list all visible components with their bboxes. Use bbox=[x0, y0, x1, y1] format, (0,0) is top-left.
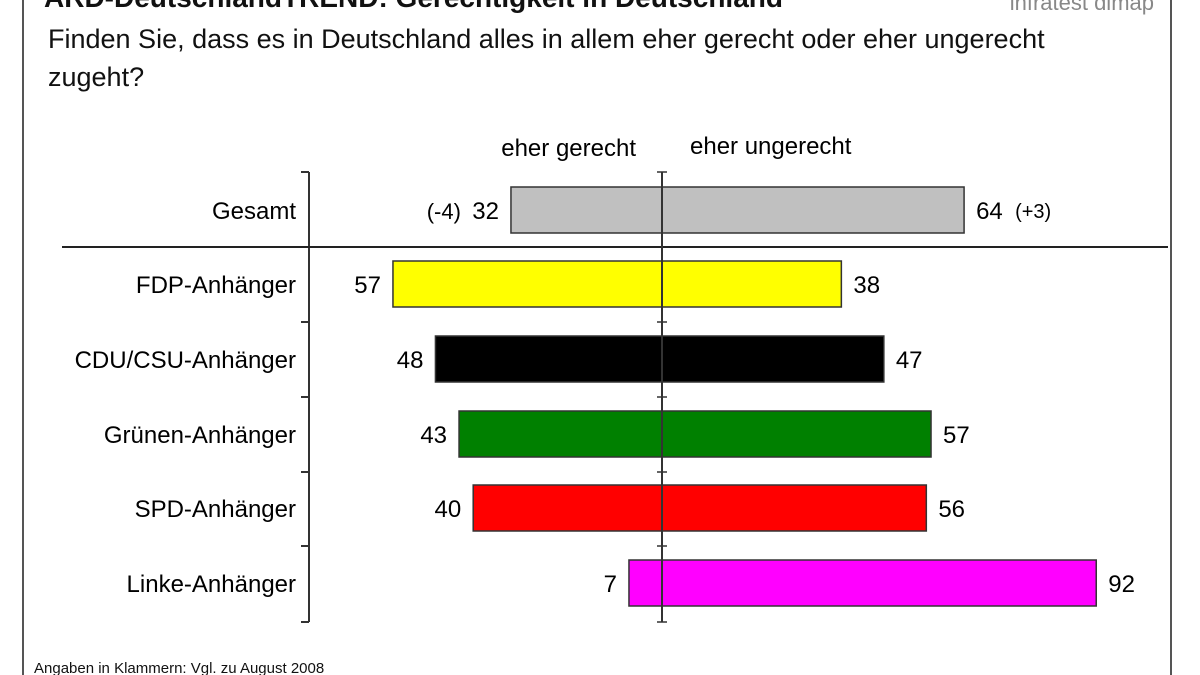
category-label: Linke-Anhänger bbox=[127, 571, 296, 598]
data-label-eher-ungerecht: 57 bbox=[943, 422, 970, 449]
survey-question: Finden Sie, dass es in Deutschland alles… bbox=[48, 24, 1045, 92]
change-label-eher-ungerecht: (+3) bbox=[1015, 201, 1051, 223]
chart-title: ARD-DeutschlandTREND: Gerechtigkeit in D… bbox=[44, 0, 783, 14]
data-label-eher-ungerecht: 64 bbox=[976, 198, 1003, 225]
footnote: Angaben in Klammern: Vgl. zu August 2008 bbox=[34, 660, 325, 675]
data-label-eher-ungerecht: 56 bbox=[938, 496, 965, 523]
bar-spd-anhänger bbox=[472, 484, 928, 532]
category-label: CDU/CSU-Anhänger bbox=[75, 347, 296, 374]
source-label: infratest dimap bbox=[1009, 0, 1154, 15]
data-label-eher-ungerecht: 47 bbox=[896, 347, 923, 374]
bar-fdp-anhänger bbox=[392, 260, 843, 308]
data-label-eher-gerecht: 7 bbox=[604, 571, 617, 598]
data-label-eher-gerecht: 40 bbox=[434, 496, 461, 523]
category-label: Grünen-Anhänger bbox=[104, 422, 296, 449]
chart-frame bbox=[22, 0, 1172, 675]
category-label: FDP-Anhänger bbox=[136, 272, 296, 299]
data-label-eher-gerecht: 48 bbox=[397, 347, 424, 374]
category-label: SPD-Anhänger bbox=[135, 496, 296, 523]
data-label-eher-ungerecht: 38 bbox=[853, 272, 880, 299]
bar-cdu-csu-anhänger bbox=[434, 335, 885, 383]
category-label: Gesamt bbox=[212, 198, 296, 225]
legend-eher-gerecht: eher gerecht bbox=[501, 135, 636, 162]
data-label-eher-gerecht: 43 bbox=[420, 422, 447, 449]
bar-linke-anhänger bbox=[628, 559, 1097, 607]
data-label-eher-ungerecht: 92 bbox=[1108, 571, 1135, 598]
bar-grünen-anhänger bbox=[458, 410, 932, 458]
bar-gesamt bbox=[510, 186, 965, 234]
data-label-eher-gerecht: 32 bbox=[472, 198, 499, 225]
legend-eher-ungerecht: eher ungerecht bbox=[690, 133, 852, 160]
change-label-eher-gerecht: (-4) bbox=[427, 199, 461, 224]
data-label-eher-gerecht: 57 bbox=[354, 272, 381, 299]
